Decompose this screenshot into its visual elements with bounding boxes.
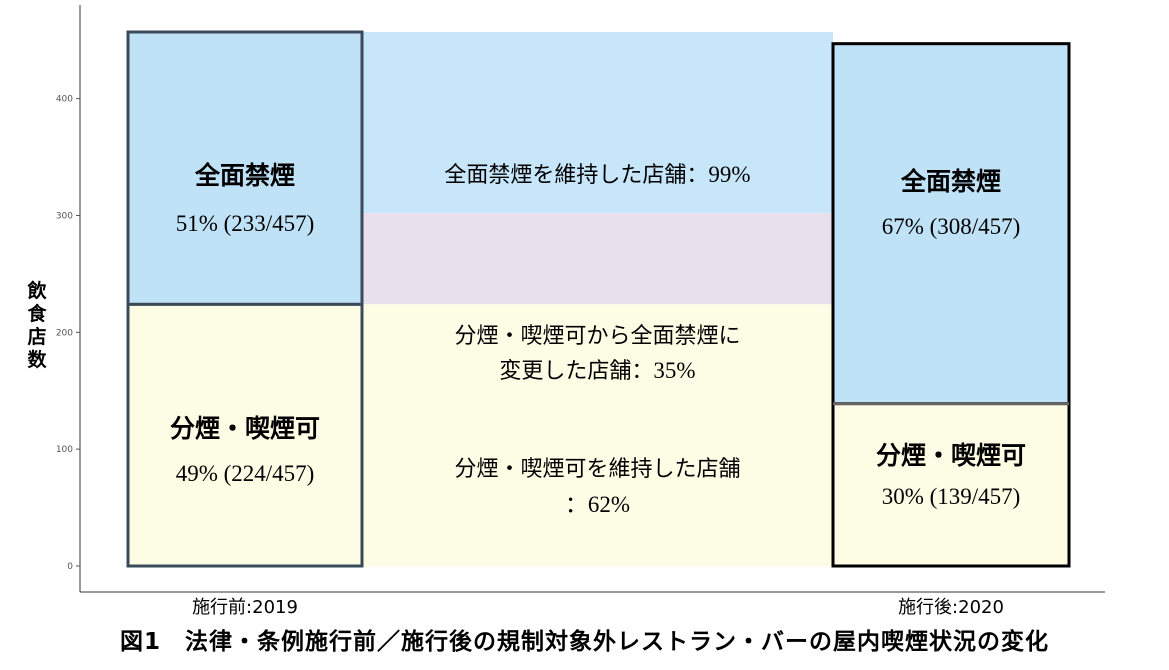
y-axis-title-char: 食	[27, 302, 47, 325]
bar-2020-smoking-allowed	[831, 402, 1071, 568]
bar-2019-no-smoking-value: 51% (233/457)	[176, 211, 315, 236]
flow-changed-percent: 35%	[653, 358, 695, 383]
bar-2020-no-smoking-name: 全面禁煙	[900, 167, 1001, 196]
figure-caption: 図1 法律・条例施行前／施行後の規制対象外レストラン・バーの屋内喫煙状況の変化	[119, 629, 1049, 655]
flow-maintained-smoking-label-line2: ：62%	[565, 492, 630, 517]
y-tick-label: 200	[56, 328, 73, 338]
bar-2020-no-smoking-value: 67% (308/457)	[882, 214, 1021, 239]
flow-band-changed-to-no-smoking	[362, 213, 833, 305]
flow-changed-label-line2: 変更した店舗：35%	[499, 358, 695, 384]
bar-2019-no-smoking	[126, 30, 364, 306]
flow-maintained-no-smoking-text: 全面禁煙を維持した店舗：	[444, 163, 708, 188]
y-tick-label: 100	[56, 445, 73, 455]
bar-2019-no-smoking-name: 全面禁煙	[194, 161, 295, 190]
x-tick-label-2019: 施行前:2019	[192, 597, 298, 618]
x-tick-label-2020: 施行後:2020	[898, 597, 1004, 618]
y-axis-title-char: 数	[27, 348, 47, 371]
y-tick-label: 0	[67, 562, 73, 572]
bar-2020-no-smoking	[831, 42, 1071, 406]
flow-maintained-smoking-label-line1: 分煙・喫煙可を維持した店舗	[454, 457, 740, 482]
y-tick-label: 400	[56, 95, 73, 105]
y-ticks: 0 100 200 300 400	[56, 95, 80, 572]
y-tick-label: 300	[56, 211, 73, 221]
bar-2019-smoking-allowed-name: 分煙・喫煙可	[170, 414, 320, 443]
bar-2020-smoking-allowed-value: 30% (139/457)	[882, 484, 1021, 509]
flow-bands	[362, 32, 833, 566]
stacked-bars	[126, 30, 1071, 568]
bar-2019-smoking-allowed-value: 49% (224/457)	[176, 461, 315, 486]
bar-2019-smoking-allowed	[126, 302, 364, 568]
flow-band-maintained-smoking	[362, 304, 833, 566]
bar-2020-smoking-allowed-name: 分煙・喫煙可	[876, 441, 1026, 470]
flow-changed-label-line1: 分煙・喫煙可から全面禁煙に	[454, 324, 740, 349]
y-axis-title-char: 店	[27, 325, 46, 348]
flow-band-maintained-no-smoking	[362, 32, 833, 214]
flow-maintained-no-smoking-percent: 99%	[708, 162, 750, 187]
axes: 0 100 200 300 400	[56, 5, 1105, 593]
flow-maintained-no-smoking-label: 全面禁煙を維持した店舗：99%	[444, 162, 750, 188]
y-axis-title-char: 飲	[26, 279, 47, 302]
flow-changed-text: 変更した店舗：	[499, 359, 653, 384]
